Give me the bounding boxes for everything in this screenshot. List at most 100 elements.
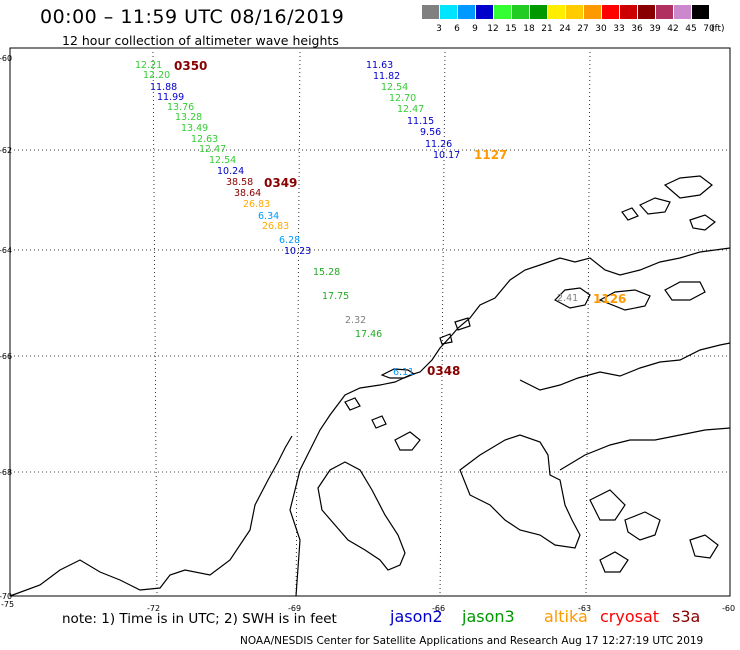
wave-height-value: 2.41 <box>557 293 578 304</box>
wave-height-value: 12.47 <box>199 144 226 155</box>
legend-swatch <box>440 5 457 19</box>
lon-label: -72 <box>147 604 160 613</box>
wave-height-value: 6.28 <box>279 235 300 246</box>
legend-label: 33 <box>613 24 625 34</box>
legend-label: 3 <box>436 24 442 34</box>
legend-swatch <box>530 5 547 19</box>
wave-height-value: 10.17 <box>433 150 460 161</box>
pass-time: 1127 <box>474 148 507 162</box>
wave-height-value: 26.83 <box>262 221 289 232</box>
legend-label: 15 <box>505 24 517 34</box>
wave-height-value: 11.82 <box>373 71 400 82</box>
legend-label: 9 <box>472 24 478 34</box>
wave-height-value: 6.11 <box>393 367 414 378</box>
wave-height-value: 17.46 <box>355 329 382 340</box>
pass-time: 0349 <box>264 176 297 190</box>
wave-height-value: 11.99 <box>157 92 184 103</box>
legend-swatch <box>458 5 475 19</box>
legend-label: 45 <box>685 24 697 34</box>
legend-swatch <box>422 5 439 19</box>
legend-label: 30 <box>595 24 607 34</box>
wave-height-value: 11.26 <box>425 139 452 150</box>
wave-height-value: 11.15 <box>407 116 434 127</box>
wave-height-value: 6.34 <box>258 211 279 222</box>
legend-swatch <box>566 5 583 19</box>
legend-swatch <box>656 5 673 19</box>
wave-height-value: 15.28 <box>313 267 340 278</box>
satellite-label-s3a: s3a <box>672 607 701 626</box>
lon-label: -60 <box>722 604 735 613</box>
wave-height-value: 26.83 <box>243 199 270 210</box>
wave-height-value: 10.24 <box>217 166 244 177</box>
legend-swatch <box>512 5 529 19</box>
lon-label: -75 <box>1 600 14 609</box>
legend-swatch <box>494 5 511 19</box>
credit-line: NOAA/NESDIS Center for Satellite Applica… <box>240 635 704 647</box>
map-subtitle: 12 hour collection of altimeter wave hei… <box>62 33 339 48</box>
lat-label: -64 <box>0 246 12 255</box>
pass-time: 1126 <box>593 292 626 306</box>
lon-axis-labels: -75 -72 -69 -66 -63 -60 <box>1 600 735 613</box>
legend-label: 6 <box>454 24 460 34</box>
legend-label: 36 <box>631 24 643 34</box>
legend-label: 12 <box>487 24 499 34</box>
wave-height-labels: 12.21 12.20 11.88 11.99 13.76 13.28 13.4… <box>135 60 578 378</box>
legend-swatch <box>638 5 655 19</box>
legend-label: 42 <box>667 24 679 34</box>
legend-swatch <box>620 5 637 19</box>
wave-height-value: 12.54 <box>209 155 236 166</box>
satellite-label-jason3: jason3 <box>462 607 515 626</box>
map-frame <box>9 47 731 597</box>
footer-note: note: 1) Time is in UTC; 2) SWH is in fe… <box>62 611 337 627</box>
wave-height-value: 11.63 <box>366 60 393 71</box>
wave-height-value: 12.70 <box>389 93 416 104</box>
map-title: 00:00 – 11:59 UTC 08/16/2019 <box>40 6 345 28</box>
legend-swatch <box>548 5 565 19</box>
satellite-label-altika: altika <box>544 607 588 626</box>
wave-height-value: 12.63 <box>191 134 218 145</box>
lat-axis-labels: -60 -62 -64 -66 -68 -70 <box>0 54 12 601</box>
pass-time: 0350 <box>174 59 207 73</box>
lat-label: -68 <box>0 468 12 477</box>
wave-height-value: 12.21 <box>135 60 162 71</box>
lat-label: -70 <box>0 592 12 601</box>
wave-height-value: 38.64 <box>234 188 261 199</box>
wave-height-value: 9.56 <box>420 127 441 138</box>
legend-label: 70 <box>703 24 715 34</box>
lat-label: -60 <box>0 54 12 63</box>
pass-time-labels: 0350 0349 0348 1127 1126 <box>174 59 626 378</box>
pass-time: 0348 <box>427 364 460 378</box>
wave-height-value: 11.88 <box>150 82 177 93</box>
legend-swatch <box>674 5 691 19</box>
wave-height-value: 17.75 <box>322 291 349 302</box>
legend-label: 27 <box>577 24 589 34</box>
satellite-label-cryosat: cryosat <box>600 607 660 626</box>
lon-label: -66 <box>432 604 445 613</box>
wave-height-value: 12.47 <box>397 104 424 115</box>
legend-label: 18 <box>523 24 535 34</box>
wave-height-value: 12.20 <box>143 70 170 81</box>
legend-unit: (ft) <box>711 24 725 34</box>
legend-swatch <box>584 5 601 19</box>
wave-height-value: 38.58 <box>226 177 253 188</box>
wave-height-value: 12.54 <box>381 82 408 93</box>
legend-swatch <box>476 5 493 19</box>
coastline <box>9 175 731 597</box>
graticule <box>10 51 730 597</box>
legend-swatch <box>692 5 709 19</box>
wave-height-value: 13.76 <box>167 102 194 113</box>
wave-height-value: 2.32 <box>345 315 366 326</box>
wave-height-value: 13.28 <box>175 112 202 123</box>
satellite-label-jason2: jason2 <box>390 607 443 626</box>
lat-label: -62 <box>0 146 12 155</box>
legend-swatch <box>602 5 619 19</box>
lon-label: -63 <box>578 604 591 613</box>
legend-label: 39 <box>649 24 661 34</box>
legend-label: 24 <box>559 24 571 34</box>
lat-label: -66 <box>0 352 12 361</box>
wave-height-value: 10.23 <box>284 246 311 257</box>
legend-label: 21 <box>541 24 553 34</box>
wave-height-value: 13.49 <box>181 123 208 134</box>
lon-label: -69 <box>288 604 301 613</box>
